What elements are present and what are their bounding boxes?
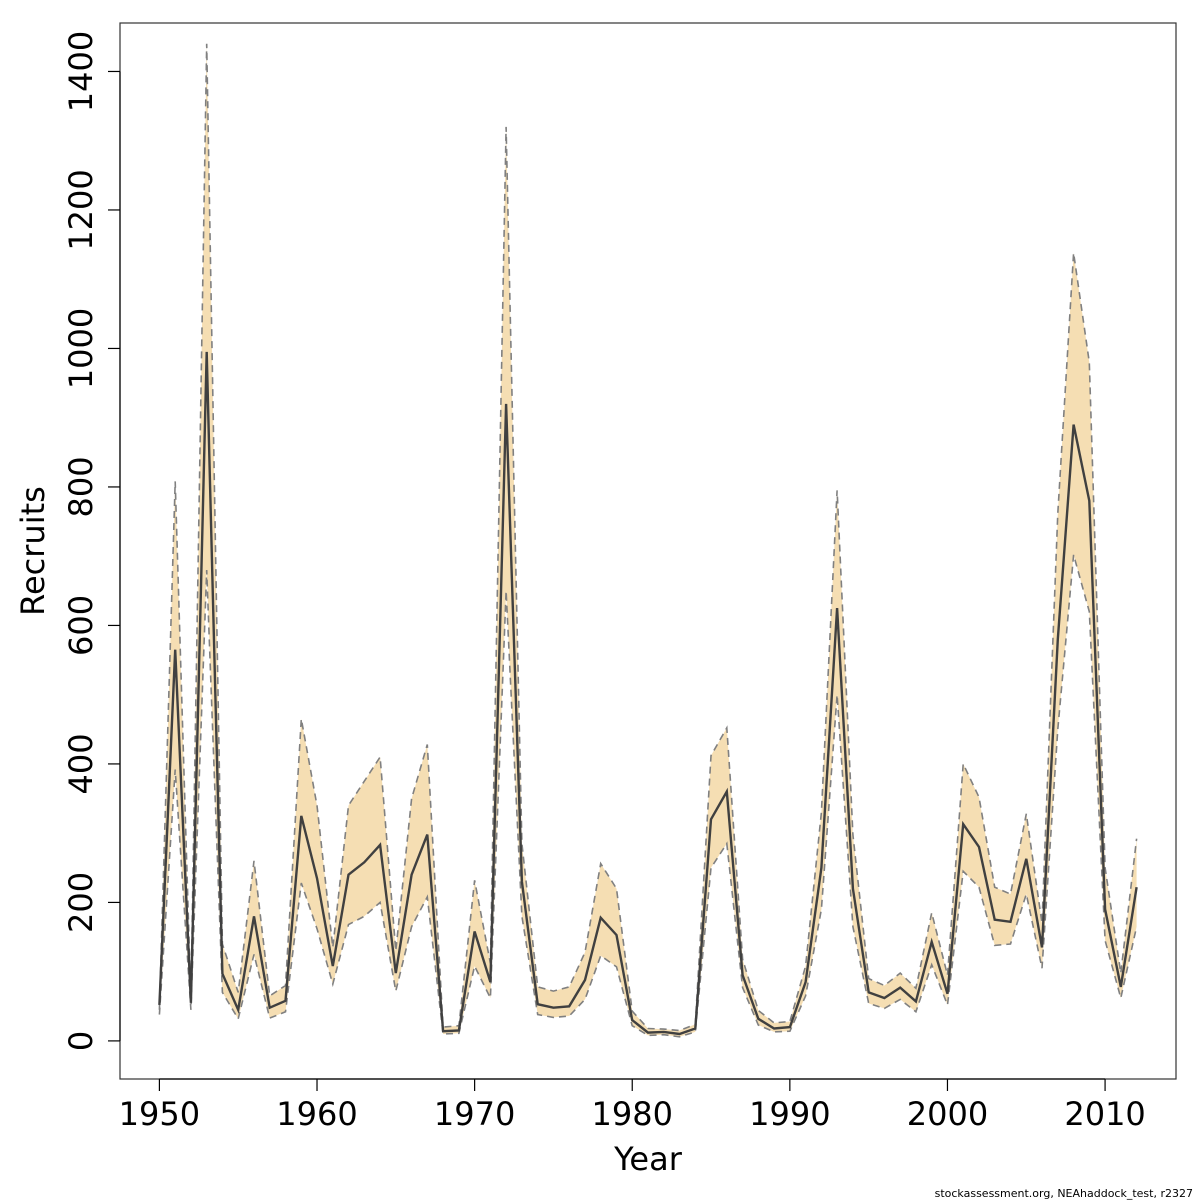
- footer-credit: stockassessment.org, NEAhaddock_test, r2…: [935, 1187, 1193, 1200]
- plot-area: [158, 43, 1138, 1038]
- x-tick-label: 2010: [1064, 1095, 1145, 1133]
- x-axis-title: Year: [613, 1140, 683, 1178]
- x-tick-label: 1980: [592, 1095, 673, 1133]
- y-axis: 0 200 400 600 800 1000 1200 1400: [62, 31, 121, 1051]
- y-tick-label: 1400: [62, 31, 100, 112]
- upper-bound-line: [158, 43, 1138, 1032]
- estimate-line: [158, 351, 1138, 1036]
- lower-bound-line: [158, 554, 1138, 1038]
- y-tick-label: 0: [62, 1031, 100, 1051]
- x-tick-label: 2000: [907, 1095, 988, 1133]
- x-tick-label: 1990: [749, 1095, 830, 1133]
- x-tick-label: 1970: [434, 1095, 515, 1133]
- confidence-band: [159, 43, 1137, 1037]
- y-tick-label: 1000: [62, 308, 100, 389]
- y-tick-label: 600: [62, 595, 100, 656]
- y-tick-label: 400: [62, 733, 100, 794]
- x-axis: 1950 1960 1970 1980 1990 2000 2010: [119, 1078, 1146, 1133]
- y-tick-label: 200: [62, 872, 100, 933]
- x-tick-label: 1960: [276, 1095, 357, 1133]
- x-tick-label: 1950: [119, 1095, 200, 1133]
- y-axis-title: Recruits: [14, 486, 52, 616]
- y-tick-label: 1200: [62, 169, 100, 250]
- y-tick-label: 800: [62, 456, 100, 517]
